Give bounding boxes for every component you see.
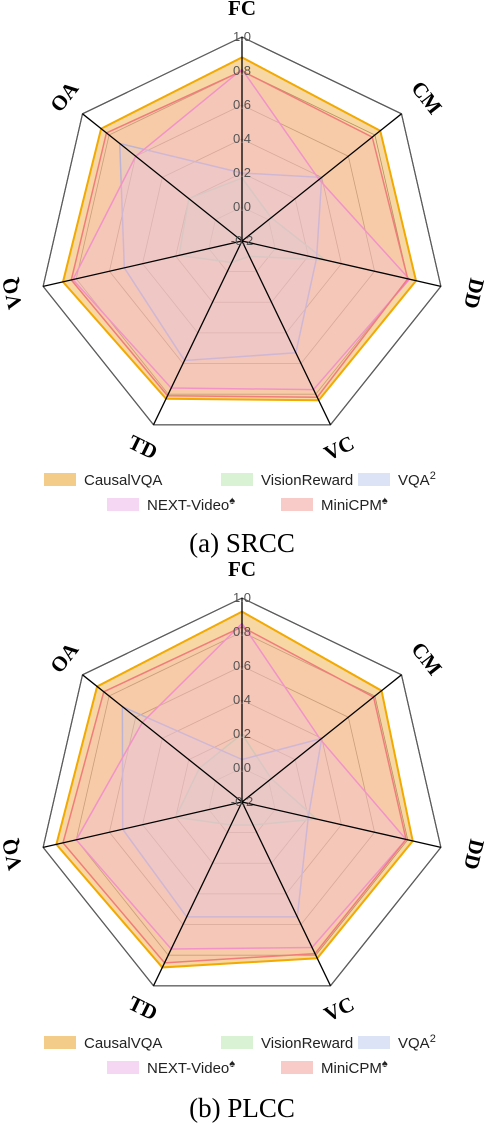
axis-spoke: [241, 801, 442, 849]
tick-label: 0.8: [233, 624, 251, 639]
axis-spoke: [42, 240, 243, 288]
tick-label: 0.4: [233, 692, 251, 707]
axis-spoke: [152, 801, 243, 987]
axis-label-oa: OA: [45, 637, 84, 677]
axis-spoke: [241, 240, 332, 426]
legend-label: VisionReward: [261, 1035, 353, 1052]
axis-spoke: [82, 113, 243, 242]
tick-label: 1.0: [233, 29, 251, 44]
legend: CausalVQA VisionReward VQA2 NEXT-Video♠ Mini…: [44, 1033, 436, 1077]
legend-swatch: [281, 498, 313, 511]
axis-spoke: [241, 113, 402, 242]
tick-label: 0.8: [233, 63, 251, 78]
figure-caption: (b) PLCC: [189, 1093, 295, 1123]
legend-swatch: [221, 1036, 253, 1049]
axis-label-td: TD: [125, 991, 162, 1025]
tick-label: 0.4: [233, 131, 251, 146]
legend-swatch: [281, 1061, 313, 1074]
radar-chart-plcc: -0.2 0.0 0.2 0.4 0.6 0.8 1.0 FC CM DD VC TD VQ OA Caus…: [0, 557, 486, 1123]
axis-label-cm: CM: [406, 637, 447, 679]
series-minicpm-area: [70, 70, 409, 398]
tick-label: -0.2: [231, 233, 253, 248]
legend-label: VQA2: [398, 1033, 436, 1052]
series-causalvqa-area: [55, 610, 414, 969]
tick-label: 0.6: [233, 658, 251, 673]
axis-spoke: [241, 801, 332, 987]
series-next-video-area: [75, 622, 408, 950]
axis-label-oa: OA: [45, 76, 84, 116]
tick-label: 0.0: [233, 760, 251, 775]
legend-swatch: [358, 473, 390, 486]
radar-chart-srcc: -0.2 0.0 0.2 0.4 0.6 0.8 1.0 FC CM DD VC TD VQ OA Caus…: [0, 0, 486, 558]
axis-label-vq: VQ: [0, 836, 27, 872]
legend-swatch: [44, 473, 76, 486]
series-next-video-area: [72, 68, 411, 391]
axis-label-vq: VQ: [0, 275, 27, 311]
legend-label: MiniCPM♠: [321, 1058, 388, 1077]
tick-label: -0.2: [231, 794, 253, 809]
legend-label: CausalVQA: [84, 472, 162, 489]
axis-spoke: [42, 801, 243, 849]
axis-label-fc: FC: [228, 557, 256, 581]
axis-label-dd: DD: [459, 276, 486, 311]
axis-label-cm: CM: [406, 76, 447, 118]
legend: CausalVQA VisionReward VQA2 NEXT-Video♠ Mini…: [44, 470, 436, 514]
tick-label: 0.0: [233, 199, 251, 214]
tick-label: 0.2: [233, 165, 251, 180]
grid-ring: [42, 597, 442, 987]
axis-label-vc: VC: [320, 431, 358, 466]
legend-swatch: [107, 498, 139, 511]
series-visionreward-area: [178, 177, 328, 264]
axis-spoke: [82, 674, 243, 803]
legend-label: NEXT-Video♠: [147, 1058, 235, 1077]
axis-spoke: [152, 240, 243, 426]
tick-label: 0.6: [233, 97, 251, 112]
axis-spoke: [241, 240, 442, 288]
series-minicpm-area: [62, 626, 407, 964]
legend-label: VQA2: [398, 470, 436, 489]
legend-swatch: [358, 1036, 390, 1049]
figure-caption: (a) SRCC: [189, 528, 295, 558]
legend-swatch: [44, 1036, 76, 1049]
legend-label: MiniCPM♠: [321, 495, 388, 514]
legend-label: NEXT-Video♠: [147, 495, 235, 514]
series-visionreward-area: [174, 732, 319, 826]
tick-label: 1.0: [233, 590, 251, 605]
legend-swatch: [221, 473, 253, 486]
legend-label: CausalVQA: [84, 1035, 162, 1052]
axis-label-dd: DD: [459, 837, 486, 872]
axis-label-td: TD: [125, 430, 162, 464]
axis-label-vc: VC: [320, 992, 358, 1027]
series-vqa2-area: [118, 142, 323, 362]
tick-label: 0.2: [233, 726, 251, 741]
grid-ring: [42, 36, 442, 426]
legend-swatch: [107, 1061, 139, 1074]
legend-label: VisionReward: [261, 472, 353, 489]
axis-label-fc: FC: [228, 0, 256, 20]
axis-spoke: [241, 674, 402, 803]
